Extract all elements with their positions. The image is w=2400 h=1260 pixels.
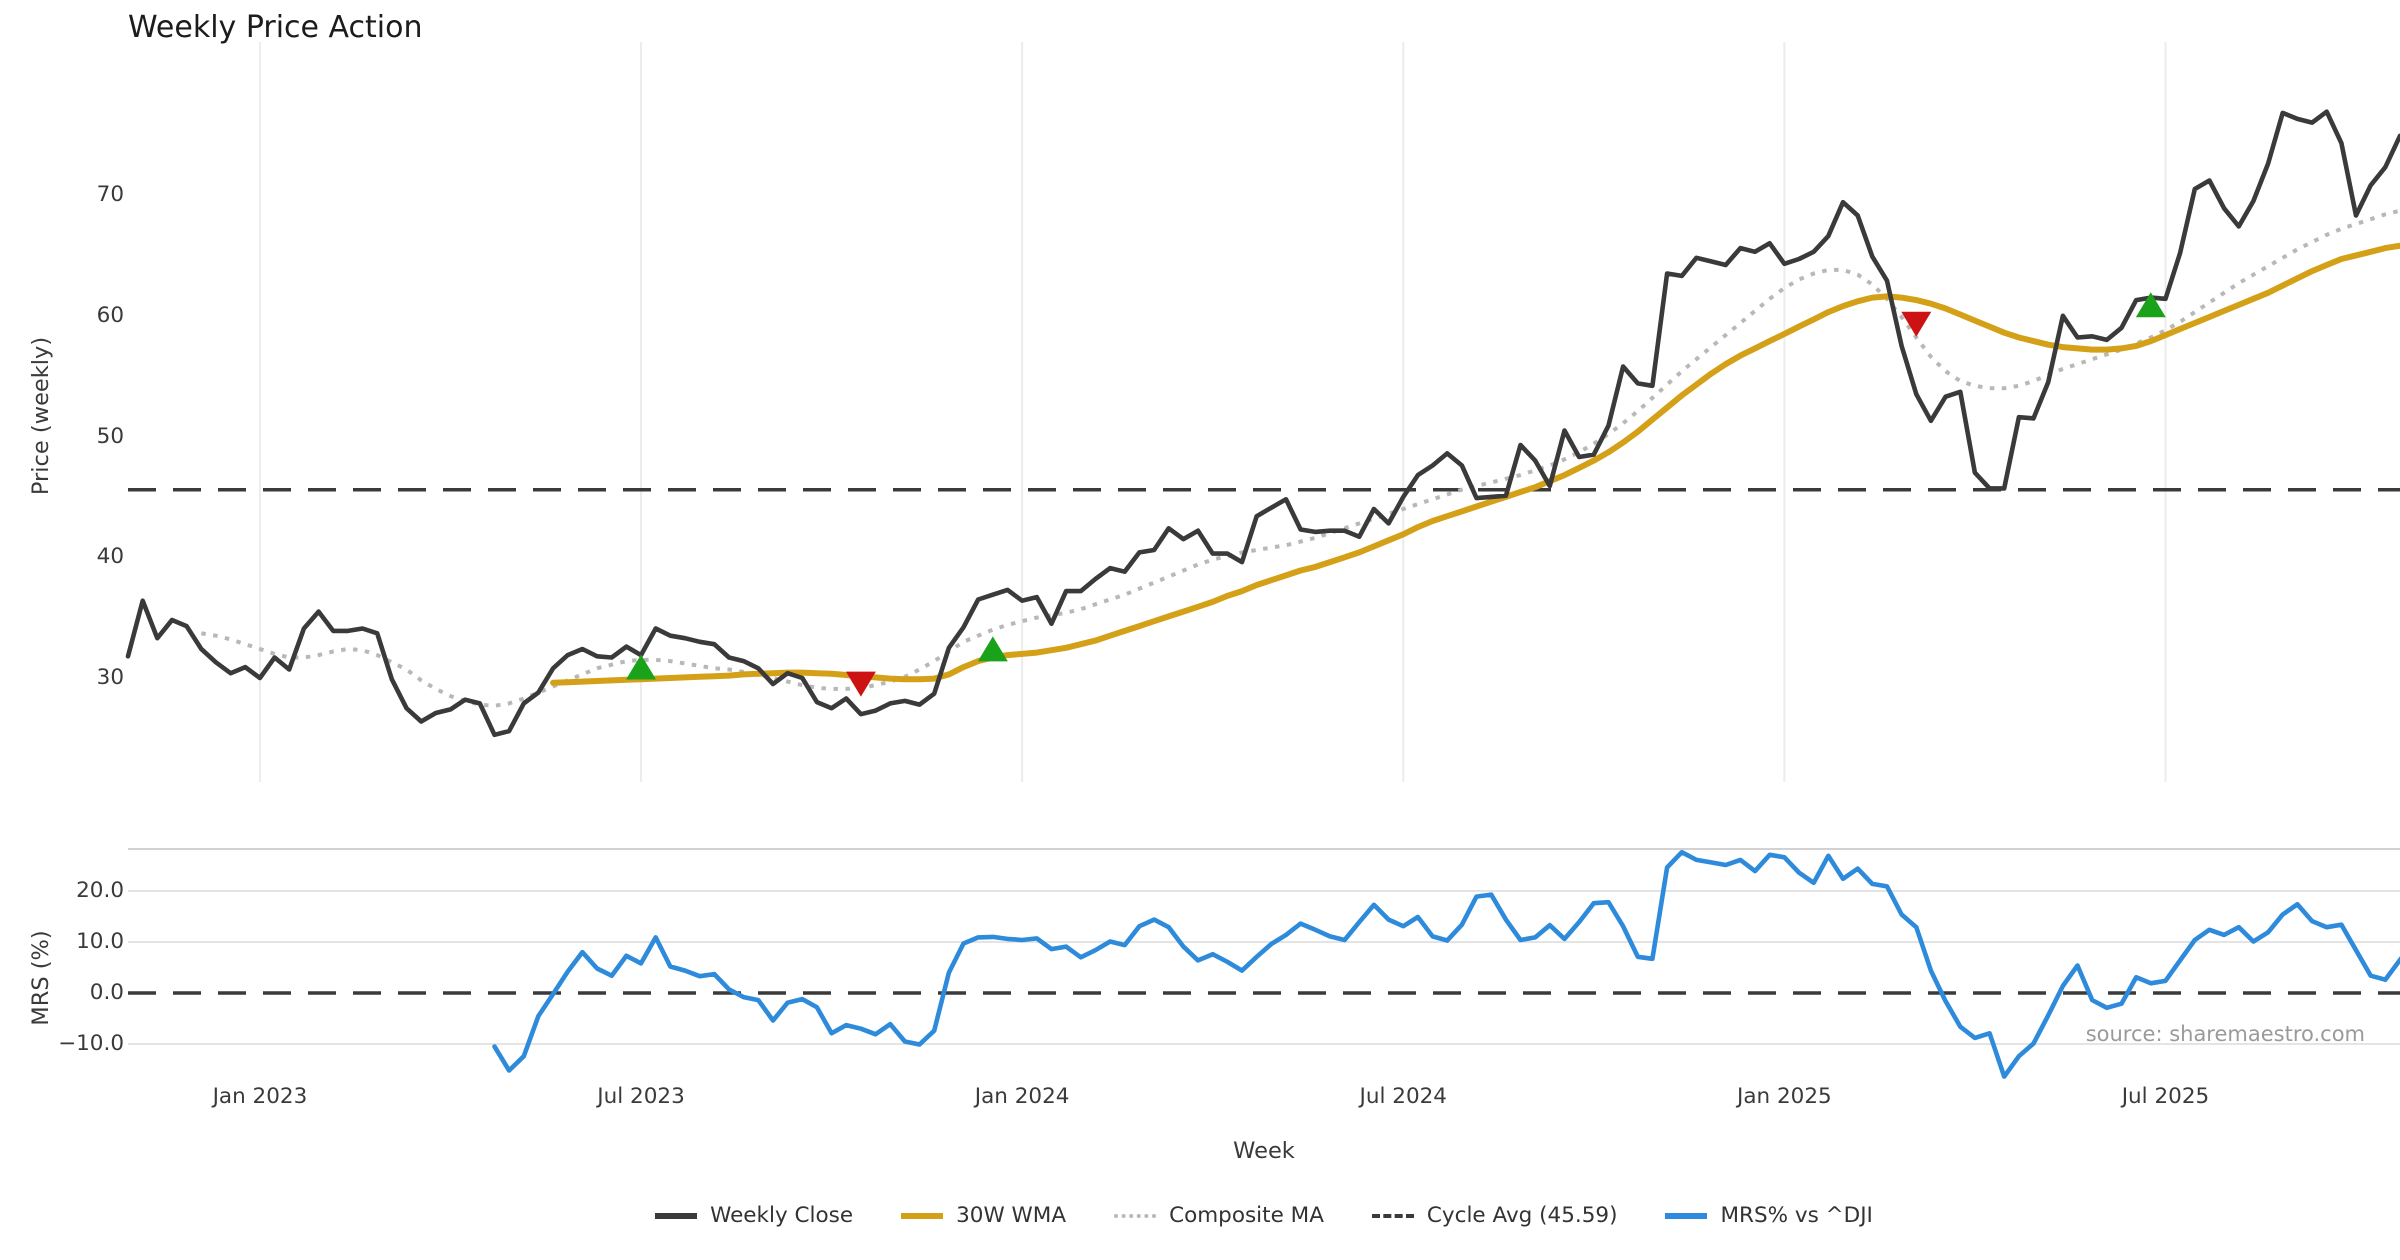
mrs-ytick: 0.0 — [89, 980, 124, 1005]
mrs-line-swatch — [1665, 1212, 1708, 1219]
sell-signal-marker — [845, 671, 876, 697]
price-ytick: 50 — [96, 423, 124, 449]
sell-signal-marker — [1901, 311, 1932, 337]
mrs-ytick: −10.0 — [58, 1031, 124, 1056]
weekly-close-line — [125, 109, 2400, 738]
legend-label: 30W WMA — [956, 1203, 1067, 1228]
wma-30w-line — [550, 242, 2400, 686]
x-tick: Jan 2024 — [974, 1084, 1070, 1109]
mrs-ytick: 10.0 — [76, 929, 124, 954]
legend-label: MRS% vs ^DJI — [1720, 1203, 1873, 1228]
buy-signal-marker — [2135, 292, 2166, 318]
composite-ma-line-swatch — [1114, 1213, 1157, 1218]
price-ytick: 70 — [96, 182, 124, 207]
legend-item-mrs: MRS% vs ^DJI — [1665, 1203, 1873, 1228]
legend-item-weekly-close: Weekly Close — [655, 1203, 853, 1228]
mrs-line — [492, 849, 2400, 1079]
x-tick: Jul 2023 — [597, 1084, 685, 1109]
legend-label: Cycle Avg (45.59) — [1426, 1203, 1618, 1228]
x-axis-label: Week — [1233, 1138, 1295, 1164]
legend: Weekly Close 30W WMA Composite MA Cycle … — [128, 1203, 2400, 1228]
x-tick: Jul 2024 — [1359, 1084, 1448, 1109]
cycle-avg-line-swatch — [1371, 1213, 1414, 1218]
price-ytick: 30 — [96, 665, 124, 690]
source-note: source: sharemaestro.com — [2085, 1022, 2365, 1046]
x-tick: Jul 2025 — [2121, 1084, 2210, 1109]
price-ytick: 60 — [96, 302, 124, 328]
legend-item-composite-ma: Composite MA — [1114, 1203, 1324, 1228]
mrs-ytick: 20.0 — [76, 878, 124, 903]
price-ytick: 40 — [96, 544, 124, 570]
wma-line-swatch — [901, 1212, 944, 1219]
legend-label: Composite MA — [1169, 1203, 1324, 1228]
legend-item-30w-wma: 30W WMA — [901, 1203, 1066, 1228]
x-tick: Jan 2025 — [1737, 1084, 1832, 1109]
buy-signal-marker — [977, 636, 1008, 662]
chart-title: Weekly Price Action — [128, 10, 423, 45]
composite-ma-line — [200, 208, 2400, 708]
legend-item-cycle-avg: Cycle Avg (45.59) — [1371, 1203, 1618, 1228]
weekly-close-line-swatch — [655, 1212, 698, 1219]
buy-signal-marker — [626, 654, 657, 680]
legend-label: Weekly Close — [710, 1203, 854, 1228]
x-tick: Jan 2023 — [212, 1084, 308, 1109]
